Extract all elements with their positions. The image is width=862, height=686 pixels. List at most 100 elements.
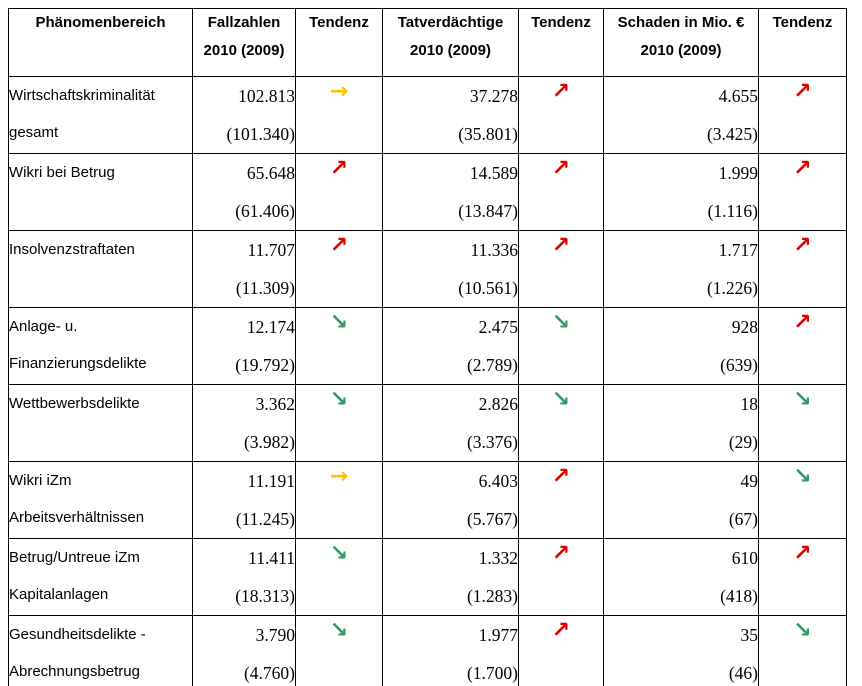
value-current: 1.999	[718, 163, 758, 183]
trend-arrow-icon: ↘	[551, 310, 571, 335]
header-tendenz-2: Tendenz	[518, 8, 604, 77]
phenomenon-label: Wettbewerbsdelikte	[9, 395, 140, 412]
value-previous: (18.313)	[235, 586, 295, 606]
fallzahlen-cell: 65.648 (61.406)	[192, 153, 296, 231]
value-previous: (1.283)	[466, 586, 518, 606]
tendenz-cell: →	[295, 461, 383, 539]
trend-arrow-icon: ↗	[551, 233, 571, 258]
value-previous: (4.760)	[243, 663, 295, 683]
tendenz-cell: ↘	[295, 307, 383, 385]
tendenz-cell: ↗	[758, 307, 847, 385]
tendenz-cell: ↗	[758, 538, 847, 616]
value-previous: (11.309)	[235, 278, 295, 298]
header-line2: 2010 (2009)	[640, 42, 722, 59]
tendenz-cell: ↗	[518, 461, 604, 539]
phenomenon-cell: Insolvenzstraftaten	[8, 230, 193, 308]
table-row: Wirtschaftskriminalität gesamt 102.813 (…	[8, 76, 847, 154]
fallzahlen-cell: 12.174 (19.792)	[192, 307, 296, 385]
tendenz-cell: ↗	[295, 230, 383, 308]
phenomenon-cell: Anlage- u. Finanzierungsdelikte	[8, 307, 193, 385]
value-previous: (1.226)	[706, 278, 758, 298]
value-previous: (418)	[720, 586, 758, 606]
value-previous: (3.425)	[706, 124, 758, 144]
value-current: 2.826	[478, 394, 518, 414]
phenomenon-label: Kapitalanlagen	[9, 586, 109, 603]
tatverdaechtige-cell: 14.589 (13.847)	[382, 153, 519, 231]
trend-arrow-icon: ↘	[551, 387, 571, 412]
value-previous: (19.792)	[235, 355, 295, 375]
tendenz-cell: ↘	[295, 538, 383, 616]
header-line1: Tendenz	[772, 14, 833, 31]
trend-arrow-icon: ↗	[793, 541, 812, 566]
tendenz-cell: ↗	[518, 538, 604, 616]
value-previous: (639)	[720, 355, 758, 375]
tendenz-cell: →	[295, 76, 383, 154]
fallzahlen-cell: 3.790 (4.760)	[192, 615, 296, 686]
value-previous: (11.245)	[235, 509, 295, 529]
tendenz-cell: ↗	[758, 153, 847, 231]
value-current: 6.403	[478, 471, 518, 491]
value-previous: (61.406)	[235, 201, 295, 221]
fallzahlen-cell: 11.707 (11.309)	[192, 230, 296, 308]
table-row: Gesundheitsdelikte - Abrechnungsbetrug 3…	[8, 615, 847, 686]
phenomenon-label: Wirtschaftskriminalität	[9, 87, 155, 104]
value-current: 18	[740, 394, 758, 414]
value-current: 610	[731, 548, 758, 568]
value-current: 65.648	[246, 163, 295, 183]
phenomenon-label: Wikri bei Betrug	[9, 164, 115, 181]
value-current: 928	[731, 317, 758, 337]
header-tendenz-1: Tendenz	[295, 8, 383, 77]
trend-arrow-icon: ↗	[793, 79, 812, 104]
header-line2: 2010 (2009)	[203, 42, 285, 59]
trend-arrow-icon: ↗	[793, 156, 812, 181]
header-line1: Schaden in Mio. €	[617, 14, 745, 31]
phenomenon-label: Gesundheitsdelikte -	[9, 626, 146, 643]
trend-arrow-icon: ↗	[793, 233, 812, 258]
tendenz-cell: ↘	[295, 615, 383, 686]
trend-arrow-icon: ↗	[551, 79, 571, 104]
schaden-cell: 1.999 (1.116)	[603, 153, 759, 231]
header-row: Phänomenbereich Fallzahlen 2010 (2009) T…	[8, 8, 847, 77]
header-fallzahlen: Fallzahlen 2010 (2009)	[192, 8, 296, 77]
fallzahlen-cell: 11.411 (18.313)	[192, 538, 296, 616]
tendenz-cell: ↗	[518, 615, 604, 686]
value-previous: (3.982)	[243, 432, 295, 452]
phenomenon-cell: Gesundheitsdelikte - Abrechnungsbetrug	[8, 615, 193, 686]
value-current: 2.475	[478, 317, 518, 337]
table-row: Wikri bei Betrug 65.648 (61.406) ↗ 14.58…	[8, 153, 847, 231]
phenomenon-label: Finanzierungsdelikte	[9, 355, 147, 372]
value-previous: (10.561)	[458, 278, 518, 298]
phenomenon-label: Arbeitsverhältnissen	[9, 509, 145, 526]
tatverdaechtige-cell: 6.403 (5.767)	[382, 461, 519, 539]
value-current: 3.790	[255, 625, 295, 645]
tendenz-cell: ↘	[758, 461, 847, 539]
schaden-cell: 35 (46)	[603, 615, 759, 686]
header-phaenomenbereich: Phänomenbereich	[8, 8, 193, 77]
phenomenon-label: gesamt	[9, 124, 59, 141]
value-previous: (35.801)	[458, 124, 518, 144]
header-tatverdaechtige: Tatverdächtige 2010 (2009)	[382, 8, 519, 77]
trend-arrow-icon: ↗	[551, 541, 571, 566]
value-previous: (13.847)	[458, 201, 518, 221]
value-current: 1.977	[478, 625, 518, 645]
trend-arrow-icon: ↗	[551, 618, 571, 643]
tendenz-cell: ↗	[518, 76, 604, 154]
fallzahlen-cell: 3.362 (3.982)	[192, 384, 296, 462]
schaden-cell: 928 (639)	[603, 307, 759, 385]
schaden-cell: 4.655 (3.425)	[603, 76, 759, 154]
value-current: 11.411	[248, 548, 295, 568]
value-current: 14.589	[469, 163, 518, 183]
tendenz-cell: ↘	[758, 384, 847, 462]
trend-arrow-icon: ↘	[329, 618, 349, 643]
value-current: 11.707	[247, 240, 295, 260]
tendenz-cell: ↗	[758, 76, 847, 154]
header-line1: Tendenz	[309, 14, 369, 31]
phenomenon-label: Anlage- u.	[9, 318, 78, 335]
header-line1: Tendenz	[531, 14, 591, 31]
value-current: 1.332	[478, 548, 518, 568]
value-current: 35	[740, 625, 758, 645]
value-previous: (46)	[728, 663, 758, 683]
trend-arrow-icon: ↗	[793, 310, 812, 335]
trend-arrow-icon: ↗	[329, 233, 349, 258]
